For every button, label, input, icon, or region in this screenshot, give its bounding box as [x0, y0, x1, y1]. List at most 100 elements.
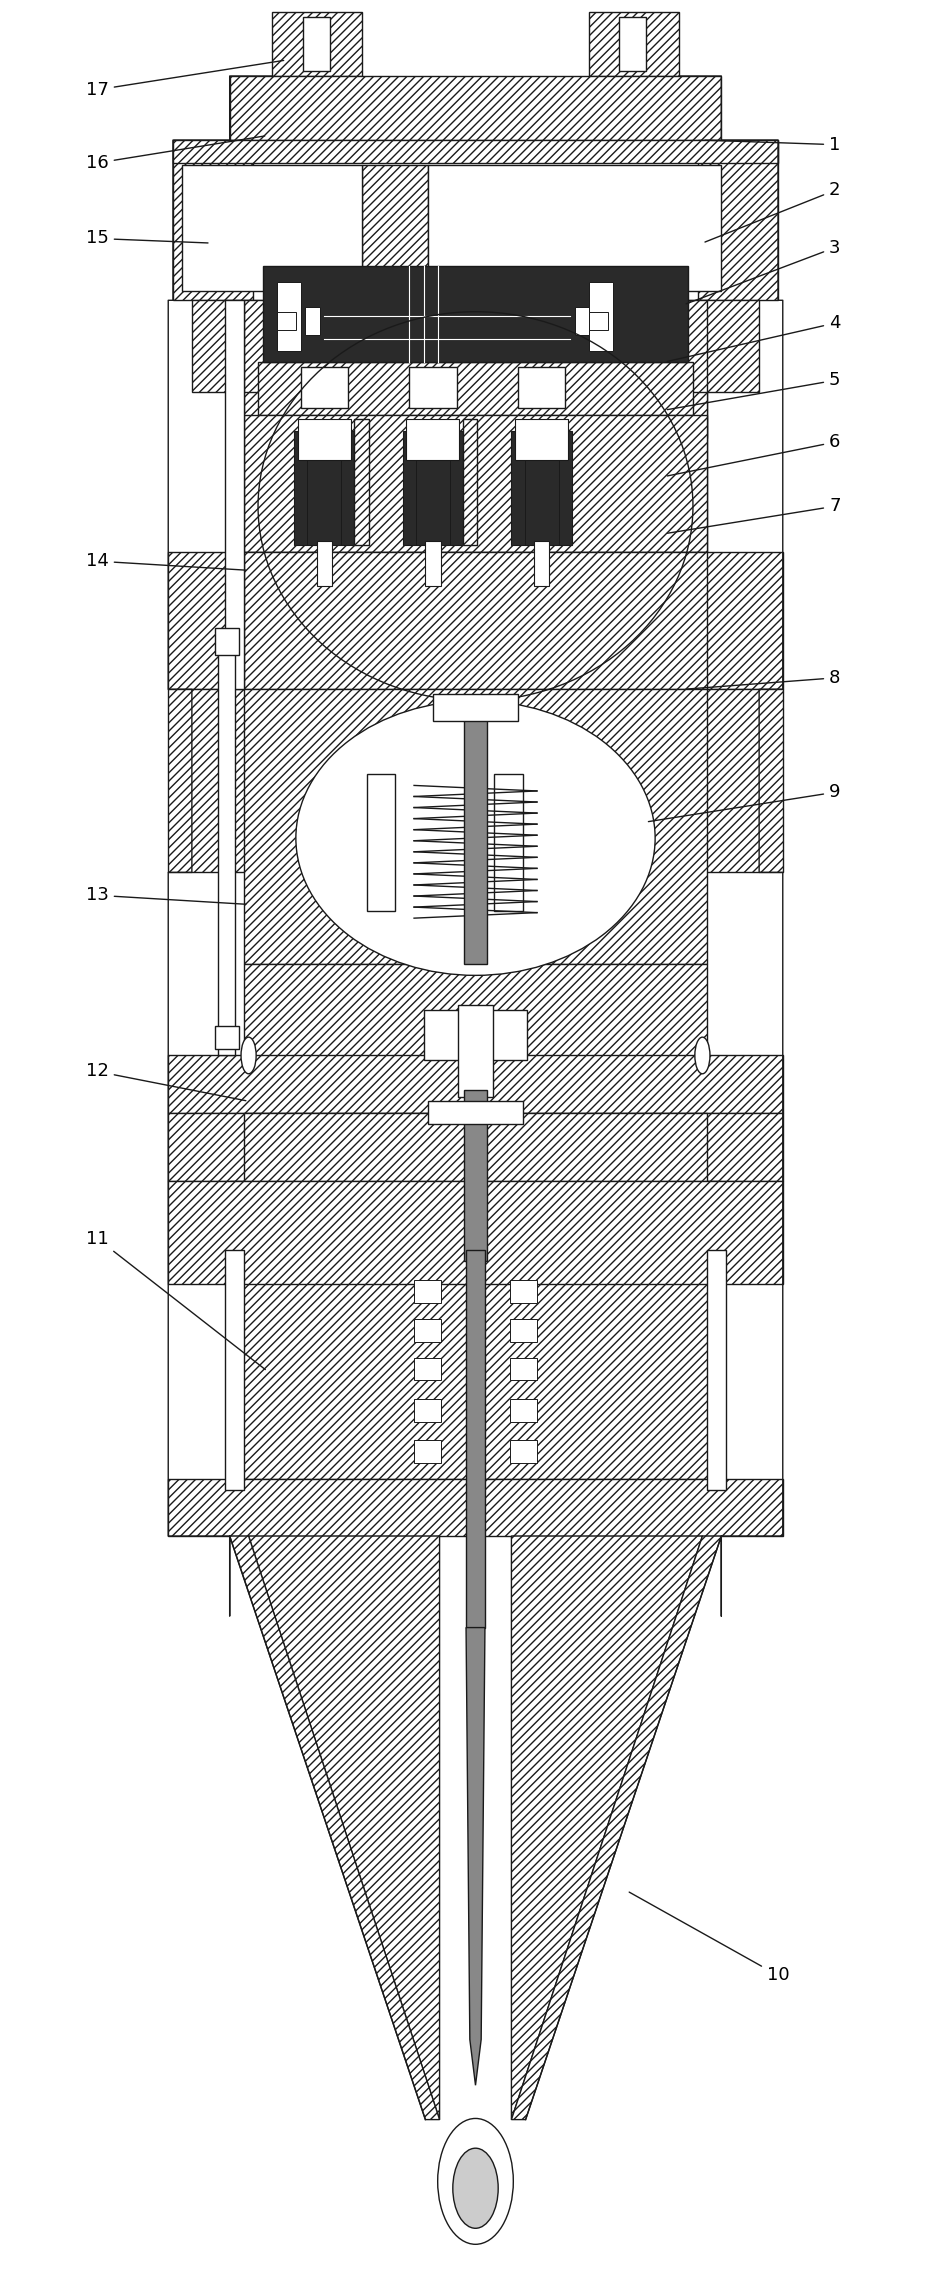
Bar: [589, 312, 608, 330]
Bar: [414, 1280, 440, 1303]
Bar: [433, 693, 518, 720]
Bar: [277, 282, 301, 351]
Bar: [674, 392, 708, 553]
Bar: [301, 367, 348, 408]
Bar: [512, 431, 572, 546]
Bar: [463, 420, 477, 546]
Bar: [243, 415, 708, 553]
Bar: [277, 312, 296, 330]
Text: 1: 1: [706, 135, 841, 154]
Bar: [317, 541, 332, 587]
Bar: [168, 1181, 783, 1285]
Polygon shape: [230, 1537, 439, 2120]
Bar: [192, 301, 759, 392]
Text: 3: 3: [686, 239, 841, 303]
Bar: [355, 420, 369, 546]
Polygon shape: [248, 1537, 439, 2120]
Bar: [406, 420, 459, 461]
Bar: [534, 541, 550, 587]
Text: 8: 8: [687, 670, 841, 688]
Bar: [619, 16, 646, 71]
Bar: [511, 1319, 537, 1342]
Bar: [168, 553, 783, 688]
Bar: [215, 1025, 239, 1048]
Text: 7: 7: [668, 498, 841, 532]
Text: 6: 6: [668, 434, 841, 475]
Bar: [414, 1319, 440, 1342]
Bar: [414, 1399, 440, 1422]
Bar: [225, 301, 243, 688]
Bar: [428, 165, 721, 291]
Ellipse shape: [296, 700, 655, 975]
Bar: [589, 11, 679, 76]
Bar: [464, 1090, 487, 1262]
Bar: [511, 1280, 537, 1303]
Bar: [428, 1101, 523, 1124]
Bar: [173, 140, 253, 301]
Circle shape: [241, 1037, 256, 1074]
Text: 13: 13: [86, 885, 245, 904]
Bar: [303, 16, 330, 71]
Ellipse shape: [453, 2147, 498, 2227]
Bar: [258, 362, 693, 415]
Text: 2: 2: [705, 181, 841, 243]
Bar: [298, 420, 351, 461]
Bar: [466, 1250, 485, 1626]
Bar: [414, 1441, 440, 1464]
Bar: [362, 165, 428, 291]
Bar: [511, 1399, 537, 1422]
Ellipse shape: [437, 2117, 514, 2244]
Text: 4: 4: [668, 314, 841, 362]
Text: 10: 10: [630, 1893, 789, 1984]
Text: 12: 12: [86, 1062, 246, 1101]
Bar: [173, 140, 778, 163]
Bar: [402, 431, 463, 546]
Bar: [698, 140, 778, 301]
Text: 16: 16: [86, 135, 264, 172]
Bar: [574, 307, 589, 335]
Text: 9: 9: [649, 782, 841, 821]
Bar: [230, 1181, 721, 1480]
Bar: [511, 1441, 537, 1464]
Bar: [243, 963, 708, 1067]
Bar: [294, 431, 355, 546]
Bar: [515, 420, 568, 461]
Bar: [219, 645, 235, 1055]
Bar: [215, 629, 239, 656]
Bar: [511, 1358, 537, 1381]
Bar: [243, 301, 708, 438]
Circle shape: [695, 1037, 710, 1074]
Polygon shape: [512, 1537, 721, 2120]
Bar: [168, 1055, 783, 1113]
Text: 15: 15: [86, 229, 208, 248]
Bar: [589, 282, 612, 351]
Text: 5: 5: [668, 372, 841, 411]
Bar: [243, 1113, 708, 1250]
Text: 11: 11: [86, 1230, 265, 1370]
Bar: [423, 1009, 528, 1060]
Bar: [183, 165, 362, 291]
Bar: [414, 1358, 440, 1381]
Bar: [230, 76, 721, 140]
Text: 14: 14: [86, 553, 245, 571]
Bar: [243, 392, 277, 553]
Polygon shape: [512, 1537, 703, 2120]
Text: 17: 17: [86, 60, 283, 99]
Bar: [243, 553, 708, 700]
Bar: [708, 1250, 726, 1491]
Bar: [272, 11, 362, 76]
Bar: [225, 1250, 243, 1491]
Bar: [305, 307, 320, 335]
Bar: [168, 688, 783, 872]
Bar: [518, 367, 565, 408]
Bar: [168, 1113, 783, 1181]
Bar: [367, 773, 395, 911]
Bar: [243, 688, 708, 963]
Bar: [409, 367, 456, 408]
Bar: [458, 1005, 493, 1097]
Bar: [464, 711, 487, 963]
Bar: [495, 773, 523, 911]
Bar: [262, 266, 689, 362]
Polygon shape: [466, 1626, 485, 2085]
Bar: [425, 541, 440, 587]
